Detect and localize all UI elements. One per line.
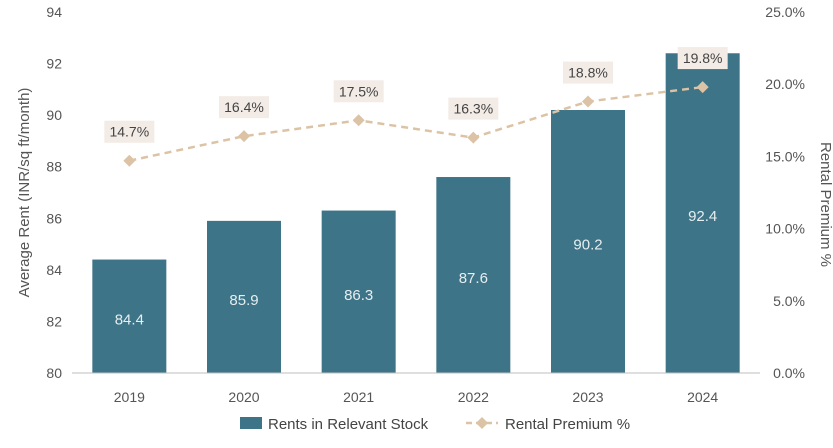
line-label-text: 18.8% <box>568 65 608 81</box>
line-label-text: 17.5% <box>339 83 379 99</box>
diamond-marker <box>238 130 250 143</box>
line-data-label: 16.4% <box>219 96 269 119</box>
y-tick-label: 84 <box>46 262 62 278</box>
bar <box>665 53 740 373</box>
bar-data-label: 90.2 <box>573 236 602 253</box>
bar-data-label: 85.9 <box>229 292 258 309</box>
line-label-text: 19.8% <box>683 50 723 66</box>
line-data-label: 16.3% <box>448 97 499 120</box>
bar <box>321 210 396 373</box>
legend-bar-swatch <box>240 417 262 429</box>
y2-tick-label: 0.0% <box>773 365 805 381</box>
y2-tick-label: 5.0% <box>773 293 805 309</box>
y-tick-label: 82 <box>46 313 62 329</box>
line-label-box <box>104 120 155 143</box>
y-tick-label: 86 <box>46 210 62 226</box>
diamond-marker <box>123 154 136 167</box>
x-tick-label: 2021 <box>343 389 374 405</box>
legend-bar-label: Rents in Relevant Stock <box>268 416 429 433</box>
bar-data-label: 84.4 <box>115 311 144 328</box>
line-data-label: 17.5% <box>333 80 384 103</box>
line-data-label: 19.8% <box>677 47 728 70</box>
x-tick-label: 2022 <box>458 389 489 405</box>
legend-line-marker <box>476 417 488 429</box>
line-series <box>123 81 709 167</box>
line-label-box <box>563 61 613 84</box>
line-label-text: 14.7% <box>109 124 149 140</box>
y2-tick-label: 15.0% <box>765 148 805 164</box>
x-tick-label: 2020 <box>228 389 259 405</box>
line-label-box <box>448 97 499 120</box>
premium-line <box>129 85 703 162</box>
legend-line-label: Rental Premium % <box>505 416 630 433</box>
diamond-marker <box>582 95 594 108</box>
line-label-box <box>677 47 728 70</box>
line-label-text: 16.4% <box>224 99 264 115</box>
y-tick-label: 94 <box>46 4 62 20</box>
line-data-labels: 14.7% 16.4% 17.5% 16.3% 18.8% 19.8% <box>104 47 728 143</box>
diamond-marker <box>696 81 709 94</box>
line-data-label: 14.7% <box>104 120 155 143</box>
line-data-label: 18.8% <box>563 61 613 84</box>
right-axis-ticks: 0.0% 5.0% 10.0% 15.0% 20.0% 25.0% <box>765 4 805 381</box>
y-tick-label: 88 <box>46 159 62 175</box>
diamond-marker <box>352 114 365 127</box>
bar-data-label: 86.3 <box>344 287 373 304</box>
left-axis-ticks: 80 82 84 86 88 90 92 94 <box>46 4 62 381</box>
bar-data-labels: 84.4 85.9 86.3 87.6 90.2 92.4 <box>115 208 718 328</box>
bar <box>551 109 625 373</box>
x-tick-label: 2019 <box>114 389 145 405</box>
line-label-text: 16.3% <box>453 101 493 117</box>
bar-data-label: 92.4 <box>688 208 717 225</box>
x-tick-label: 2024 <box>687 389 718 405</box>
bar-series <box>92 53 740 373</box>
y2-tick-label: 20.0% <box>765 76 805 92</box>
line-label-box <box>219 96 269 119</box>
x-axis-ticks: 2019 2020 2021 2022 2023 2024 <box>114 389 719 405</box>
y-tick-label: 80 <box>46 365 62 381</box>
bar <box>207 220 281 373</box>
x-tick-label: 2023 <box>572 389 603 405</box>
y-axis-title: Average Rent (INR/sq ft/month) <box>16 88 33 298</box>
bar <box>436 177 511 373</box>
bar-data-label: 87.6 <box>459 270 488 287</box>
y2-axis-title: Rental Premium % <box>817 142 833 267</box>
y2-tick-label: 10.0% <box>765 221 805 237</box>
y2-tick-label: 25.0% <box>765 4 805 20</box>
line-label-box <box>333 80 384 103</box>
y-tick-label: 90 <box>46 107 62 123</box>
y-tick-label: 92 <box>46 56 62 72</box>
legend: Rents in Relevant Stock Rental Premium % <box>240 416 630 433</box>
bar <box>92 259 167 373</box>
diamond-marker <box>467 131 480 144</box>
